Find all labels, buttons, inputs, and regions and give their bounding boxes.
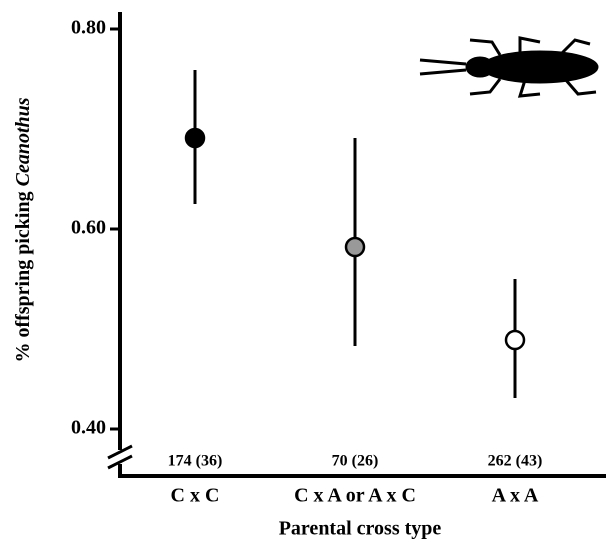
point xyxy=(184,127,206,149)
x-tick-label: C x C xyxy=(171,485,220,507)
point xyxy=(344,236,366,258)
x-tick-label: A x A xyxy=(492,485,539,507)
y-axis-title-text: % offspring picking xyxy=(12,191,34,362)
insect-silhouette xyxy=(419,36,599,98)
point xyxy=(504,329,526,351)
x-axis-title: Parental cross type xyxy=(279,518,442,540)
sample-size-label: 70 (26) xyxy=(332,453,379,470)
y-axis-title-italic: Ceanothus xyxy=(12,97,34,186)
x-tick-label: C x A or A x C xyxy=(294,485,416,507)
y-tick-label: 0.40 xyxy=(71,417,106,439)
sample-size-label: 262 (43) xyxy=(488,453,543,470)
y-tick-label: 0.80 xyxy=(71,17,106,39)
sample-size-label: 174 (36) xyxy=(168,453,223,470)
y-tick-label: 0.60 xyxy=(71,217,106,239)
axis-break xyxy=(107,454,133,470)
axis-break xyxy=(107,444,133,460)
y-axis-title: % offspring picking Ceanothus xyxy=(12,97,34,362)
